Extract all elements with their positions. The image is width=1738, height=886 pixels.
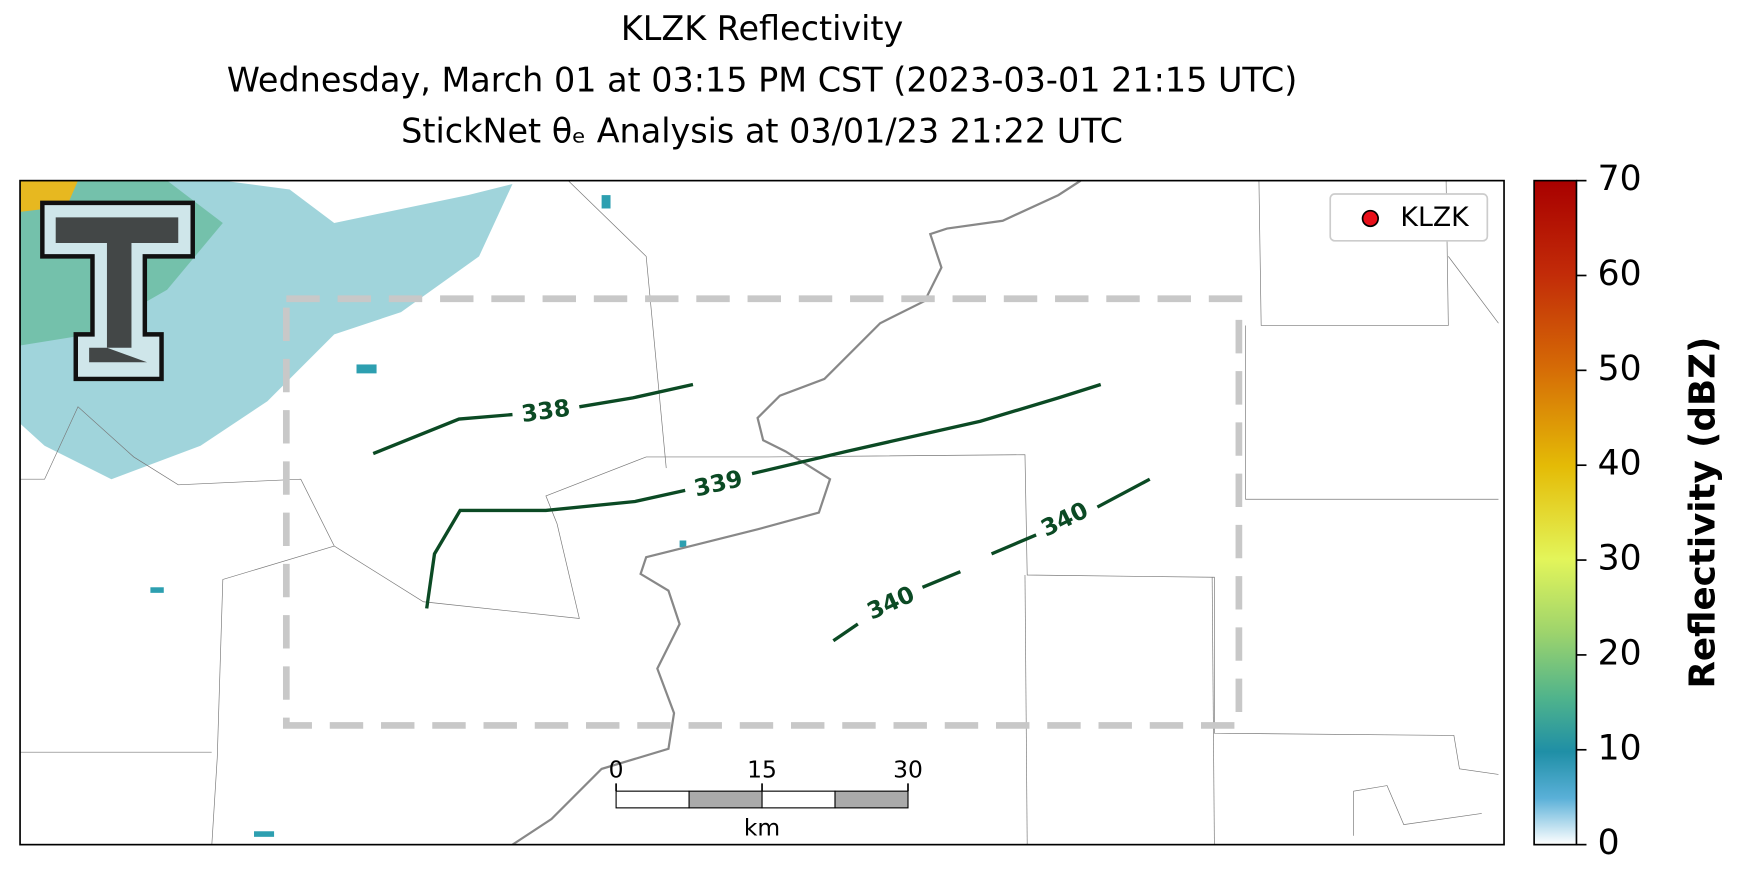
scale-segment <box>688 790 763 809</box>
colorbar-tick-label: 70 <box>1598 159 1642 199</box>
scale-tick-label: 15 <box>747 756 777 784</box>
title: Wednesday, March 01 at 03:15 PM CST (202… <box>227 61 1297 100</box>
contour-label: 339 <box>691 464 745 502</box>
legend: KLZK <box>1329 193 1489 242</box>
scale-tick-label: 0 <box>609 756 624 784</box>
colorbar-ticks: 0 10 20 30 40 50 60 70 <box>1576 159 1642 863</box>
scale-unit: km <box>744 814 780 842</box>
contour-label: 340 <box>1036 496 1092 543</box>
colorbar-tick-label: 50 <box>1598 349 1642 389</box>
analysis-box <box>282 295 1243 729</box>
colorbar-label: Reflectivity (dBZ) <box>1683 337 1724 689</box>
title: KLZK Reflectivity <box>621 9 903 48</box>
scale-segment <box>834 790 909 809</box>
colorbar-tick-label: 40 <box>1598 444 1642 484</box>
scale-segment <box>761 790 836 809</box>
contour-label: 338 <box>520 394 572 429</box>
legend-label: KLZK <box>1400 202 1470 233</box>
map: 338 339 340 340 0 15 30 km <box>20 180 1499 845</box>
colorbar-tick-label: 60 <box>1598 254 1642 294</box>
colorbar-tick-label: 20 <box>1598 633 1642 673</box>
contour-label: 340 <box>863 580 919 625</box>
title: StickNet θₑ Analysis at 03/01/23 21:22 U… <box>401 112 1123 151</box>
legend-marker <box>1361 209 1379 228</box>
logo <box>40 200 195 382</box>
scale-tick-label: 30 <box>893 756 923 784</box>
scale-segment <box>615 790 690 809</box>
colorbar <box>1533 179 1578 846</box>
colorbar-tick-label: 10 <box>1598 728 1642 768</box>
scale-bar: 0 15 30 km <box>609 756 923 842</box>
map-frame <box>19 179 1505 846</box>
colorbar-tick-label: 30 <box>1598 539 1642 579</box>
colorbar-tick-label: 0 <box>1598 823 1620 863</box>
